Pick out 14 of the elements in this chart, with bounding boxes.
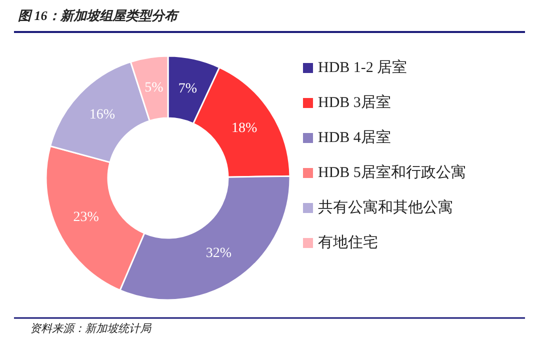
data-label: 5% [144,80,164,96]
legend-label: HDB 4居室 [318,129,391,146]
legend-label: HDB 1-2 居室 [318,59,408,76]
text: 资料来源：新加坡统计局 [30,322,152,335]
data-label: 32% [206,246,232,262]
legend-label: 有地住宅 [318,234,378,251]
legend-label: HDB 5居室和行政公寓 [318,164,466,181]
legend-label: 共有公寓和其他公寓 [318,199,453,216]
data-label: 16% [89,108,116,123]
data-label: 7% [178,82,198,97]
data-label: 23% [73,210,100,226]
data-label: 18% [232,120,258,136]
legend-label: HDB 3居室 [318,94,391,111]
chart-title: 图 16：新加坡组屋类型分布 [18,8,180,23]
